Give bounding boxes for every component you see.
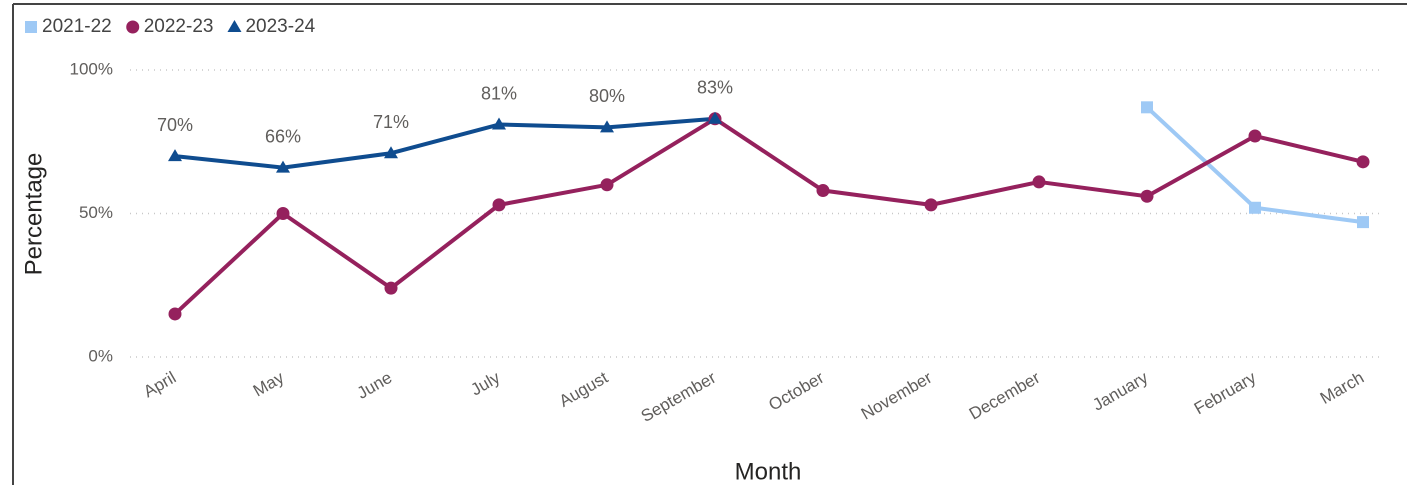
y-axis-title: Percentage <box>20 153 47 276</box>
data-label: 83% <box>697 78 733 98</box>
point-marker <box>1249 201 1261 214</box>
data-label: 70% <box>157 115 193 135</box>
x-tick-label: April <box>140 368 179 401</box>
x-tick-label: July <box>468 368 504 400</box>
point-marker <box>168 149 182 162</box>
point-marker <box>1357 216 1369 229</box>
x-tick-label: January <box>1089 368 1151 415</box>
point-marker <box>1356 155 1370 169</box>
data-label: 66% <box>265 126 301 146</box>
point-marker <box>276 160 290 173</box>
point-marker <box>1032 175 1046 189</box>
y-tick-label: 0% <box>88 346 113 365</box>
x-tick-label: November <box>858 368 936 424</box>
point-marker <box>384 146 398 159</box>
data-label: 81% <box>481 83 517 103</box>
data-label: 71% <box>373 112 409 132</box>
point-marker <box>816 184 830 198</box>
point-marker <box>492 198 506 212</box>
series-line <box>173 116 1364 316</box>
point-marker <box>276 207 290 220</box>
x-tick-label: September <box>638 368 720 426</box>
legend-label: 2021-22 <box>42 16 112 37</box>
point-marker <box>924 198 938 212</box>
legend-marker <box>126 20 140 34</box>
point-marker <box>600 178 614 192</box>
y-tick-label: 100% <box>70 59 113 78</box>
point-marker <box>168 307 182 321</box>
legend-marker <box>227 20 242 32</box>
point-marker <box>384 281 398 295</box>
x-tick-label: December <box>966 368 1044 424</box>
legend-label: 2023-24 <box>245 16 315 37</box>
data-label: 80% <box>589 86 625 106</box>
point-marker <box>1140 189 1154 203</box>
x-tick-label: June <box>354 368 395 403</box>
series-line <box>174 116 716 170</box>
x-tick-label: October <box>765 368 827 415</box>
y-tick-label: 50% <box>79 203 113 222</box>
point-marker <box>1141 101 1153 114</box>
x-tick-label: March <box>1317 368 1367 408</box>
legend-label: 2022-23 <box>144 16 214 37</box>
x-axis-title: Month <box>735 458 802 485</box>
legend-marker <box>25 21 37 33</box>
point-marker <box>492 117 506 130</box>
x-tick-label: May <box>250 368 288 401</box>
point-marker <box>708 111 722 124</box>
x-tick-label: February <box>1191 368 1260 419</box>
x-tick-label: August <box>556 368 612 411</box>
point-marker <box>600 120 614 133</box>
point-marker <box>1248 129 1262 143</box>
